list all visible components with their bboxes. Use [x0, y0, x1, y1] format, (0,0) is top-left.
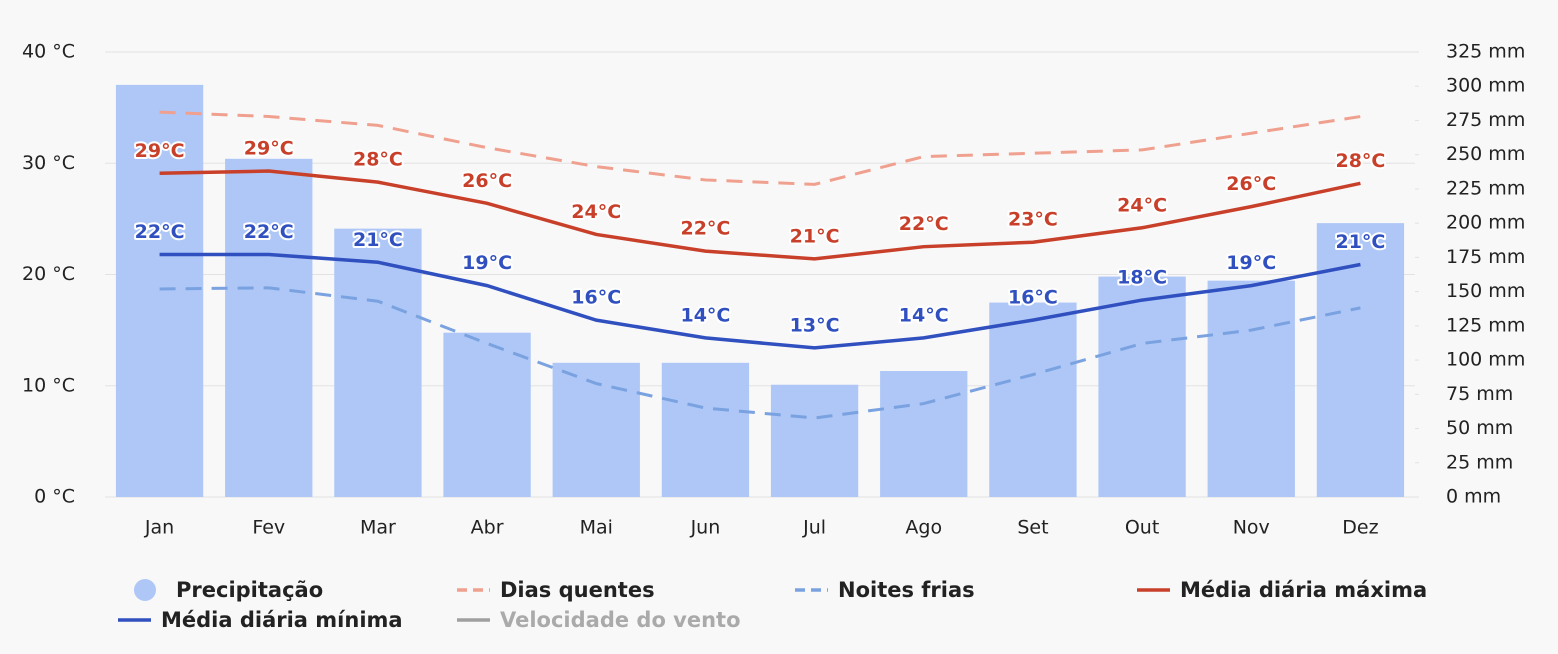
legend-label[interactable]: Dias quentes: [500, 578, 655, 602]
legend-label[interactable]: Média diária mínima: [161, 608, 403, 632]
x-tick-label: Mai: [580, 517, 613, 539]
y2-tick-label: 300 mm: [1446, 75, 1525, 97]
x-tick-label: Jan: [144, 517, 174, 539]
data-label: 13°C: [790, 314, 840, 336]
data-label: 21°C: [353, 229, 403, 251]
data-label: 28°C: [1335, 150, 1385, 172]
y2-tick-label: 200 mm: [1446, 212, 1525, 234]
bar: [880, 371, 968, 497]
data-label: 26°C: [1226, 173, 1276, 195]
y2-tick-label: 100 mm: [1446, 349, 1525, 371]
data-label: 18°C: [1117, 267, 1167, 289]
bar: [989, 302, 1077, 497]
y-tick-label: 20 °C: [22, 263, 75, 285]
y-tick-label: 0 °C: [34, 486, 75, 508]
y2-tick-label: 50 mm: [1446, 417, 1513, 439]
bar: [1316, 223, 1405, 497]
y-tick-label: 10 °C: [22, 374, 75, 396]
legend-label[interactable]: Noites frias: [838, 578, 975, 602]
bar: [443, 332, 531, 497]
y2-tick-label: 225 mm: [1446, 177, 1525, 199]
legend-label[interactable]: Média diária máxima: [1180, 578, 1427, 602]
bar: [225, 158, 313, 498]
x-tick-label: Out: [1125, 517, 1159, 539]
x-tick-label: Nov: [1233, 517, 1270, 539]
line: [159, 169, 1361, 261]
x-tick-label: Mar: [360, 517, 396, 539]
y2-tick-label: 75 mm: [1446, 383, 1513, 405]
bar: [661, 362, 750, 497]
data-label: 28°C: [353, 149, 403, 171]
legend-label[interactable]: Velocidade do vento: [500, 608, 741, 632]
line: [159, 110, 1361, 186]
data-label: 16°C: [1008, 287, 1058, 309]
data-label: 14°C: [899, 304, 949, 326]
data-label: 19°C: [1226, 252, 1276, 274]
y-tick-label: 30 °C: [22, 152, 75, 174]
data-label: 23°C: [1008, 209, 1058, 231]
y2-tick-label: 250 mm: [1446, 143, 1525, 165]
data-label: 24°C: [1117, 194, 1167, 216]
data-label: 16°C: [571, 287, 621, 309]
line: [159, 286, 1361, 420]
legend-symbol[interactable]: [134, 579, 156, 601]
y2-tick-label: 125 mm: [1446, 314, 1525, 336]
data-label: 29°C: [244, 138, 294, 160]
bar: [770, 384, 859, 497]
data-label: 24°C: [571, 201, 621, 223]
data-label: 21°C: [1335, 231, 1385, 253]
legend-label[interactable]: Precipitação: [176, 578, 323, 602]
bar: [1098, 276, 1186, 497]
data-label: 19°C: [462, 252, 512, 274]
y2-tick-label: 150 mm: [1446, 280, 1525, 302]
bar: [334, 228, 422, 497]
line: [159, 252, 1361, 350]
bar: [552, 362, 640, 497]
data-label: 29°C: [135, 140, 185, 162]
y2-tick-label: 325 mm: [1446, 41, 1525, 63]
x-tick-label: Ago: [905, 517, 942, 539]
bar: [1207, 280, 1295, 497]
x-tick-label: Jun: [690, 517, 721, 539]
y2-tick-label: 275 mm: [1446, 109, 1525, 131]
y2-tick-label: 25 mm: [1446, 451, 1513, 473]
data-label: 22°C: [680, 218, 730, 240]
data-label: 21°C: [790, 225, 840, 247]
data-label: 22°C: [135, 221, 185, 243]
y2-tick-label: 0 mm: [1446, 486, 1501, 508]
y2-tick-label: 175 mm: [1446, 246, 1525, 268]
x-tick-label: Jul: [802, 517, 826, 539]
data-label: 22°C: [244, 221, 294, 243]
data-label: 22°C: [899, 213, 949, 235]
x-tick-label: Abr: [471, 517, 504, 539]
x-tick-label: Dez: [1342, 517, 1378, 539]
data-label: 26°C: [462, 170, 512, 192]
y-tick-label: 40 °C: [22, 41, 75, 63]
data-label: 14°C: [680, 304, 730, 326]
bar: [115, 84, 204, 497]
x-tick-label: Set: [1017, 517, 1048, 539]
x-tick-label: Fev: [252, 517, 285, 539]
